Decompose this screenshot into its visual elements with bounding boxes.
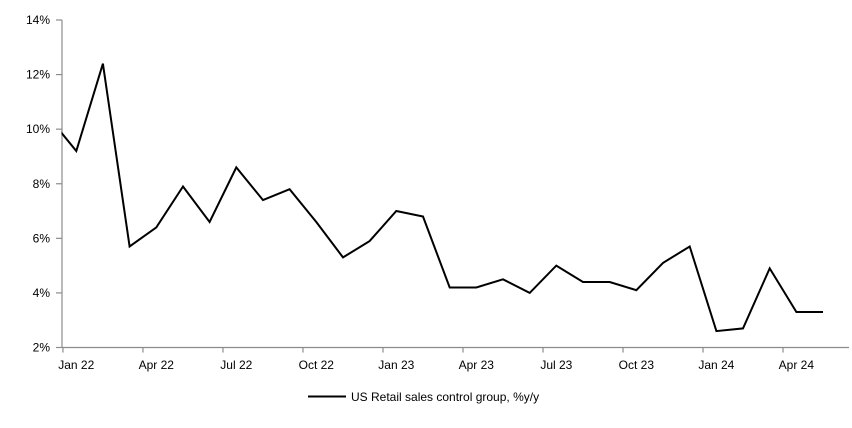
- x-tick-label: Jul 22: [220, 358, 252, 372]
- legend-label: US Retail sales control group, %y/y: [351, 390, 539, 404]
- x-tick-label: Oct 22: [299, 358, 335, 372]
- series-lines: [61, 63, 823, 333]
- y-tick-label: 12%: [26, 68, 50, 82]
- y-tick-label: 6%: [33, 231, 51, 245]
- x-axis: Jan 22 Apr 22 Jul 22 Oct 22 Jan 23 Apr 23 Jul …: [58, 346, 849, 372]
- x-tick-label: Apr 24: [779, 358, 815, 372]
- x-tick-label: Jul 23: [540, 358, 572, 372]
- x-tick-label: Jan 23: [378, 358, 414, 372]
- y-tick-label: 10%: [26, 122, 50, 136]
- y-tick-label: 2%: [33, 341, 51, 355]
- series-line: [61, 63, 823, 333]
- legend: US Retail sales control group, %y/y: [308, 390, 539, 404]
- x-tick-label: Jan 24: [698, 358, 734, 372]
- y-tick-label: 4%: [33, 286, 51, 300]
- x-tick-label: Jan 22: [58, 358, 94, 372]
- y-axis: 2% 4% 6% 8% 10% 12% 14%: [26, 13, 63, 355]
- y-tick-label: 8%: [33, 177, 51, 191]
- x-tick-label: Apr 22: [139, 358, 175, 372]
- x-tick-label: Oct 23: [619, 358, 655, 372]
- y-tick-label: 14%: [26, 13, 50, 27]
- x-tick-label: Apr 23: [459, 358, 495, 372]
